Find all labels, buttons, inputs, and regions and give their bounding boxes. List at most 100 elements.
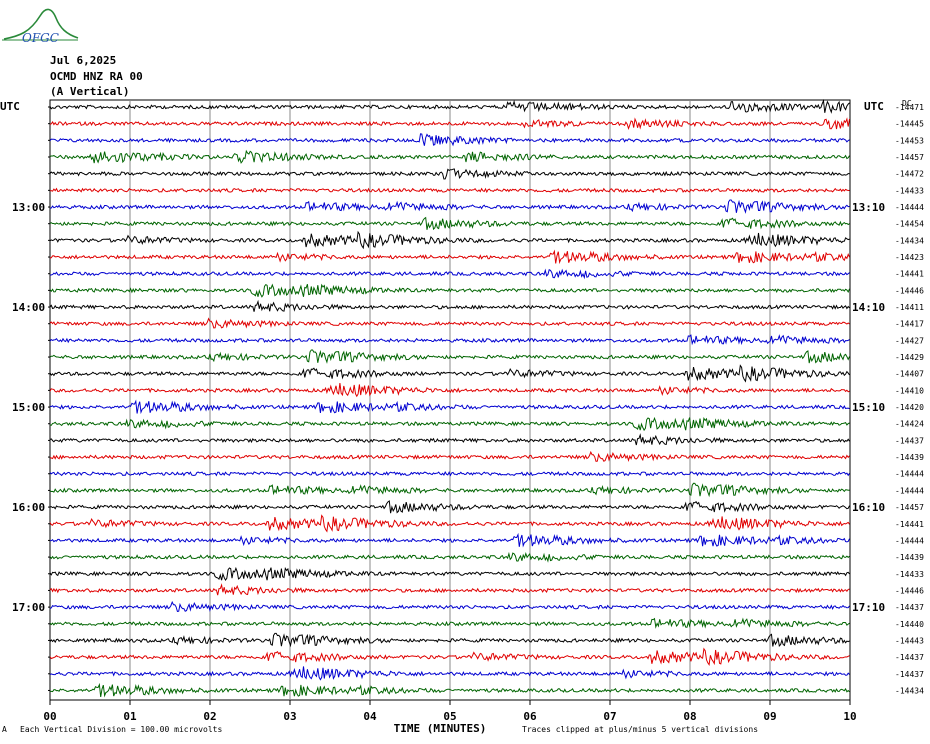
- x-tick-label: 04: [363, 710, 377, 723]
- seismic-trace: [49, 482, 850, 498]
- trace-offset-label: -14472: [895, 170, 924, 179]
- seismic-trace: [49, 98, 850, 114]
- x-tick-label: 07: [603, 710, 616, 723]
- trace-offset-label: -14439: [895, 453, 924, 462]
- trace-offset-label: -14427: [895, 336, 924, 345]
- clip-note: Traces clipped at plus/minus 5 vertical …: [522, 725, 759, 734]
- x-tick-label: 06: [523, 710, 537, 723]
- right-time-label: 13:10: [852, 201, 885, 214]
- seismic-trace: [49, 249, 850, 265]
- left-time-label: 16:00: [12, 501, 45, 514]
- footer-marker: A: [2, 725, 7, 734]
- date-label: Jul 6,2025: [50, 54, 117, 67]
- seismic-trace: [49, 383, 850, 398]
- seismic-trace: [49, 450, 850, 463]
- left-time-label: 17:00: [12, 601, 45, 614]
- trace-offset-label: -14457: [895, 153, 924, 162]
- trace-offset-label: -14424: [895, 420, 924, 429]
- trace-offset-label: -14439: [895, 553, 924, 562]
- seismic-trace: [49, 500, 850, 514]
- scale-note: Each Vertical Division = 100.00 microvol…: [20, 725, 223, 734]
- seismic-trace: [49, 268, 850, 280]
- trace-offset-label: -14444: [895, 203, 924, 212]
- x-tick-label: 10: [843, 710, 856, 723]
- seismic-trace: [49, 551, 850, 563]
- trace-offset-label: -14423: [895, 253, 924, 262]
- seismic-trace: [49, 199, 850, 214]
- trace-offset-label: -14433: [895, 186, 924, 195]
- trace-offset-label: -14437: [895, 603, 924, 612]
- seismic-trace: [49, 168, 850, 180]
- left-time-label: 15:00: [12, 401, 45, 414]
- trace-offset-label: -14457: [895, 503, 924, 512]
- logo-text: OFGC: [22, 31, 59, 45]
- trace-offset-label: -14437: [895, 436, 924, 445]
- right-time-label: 15:10: [852, 401, 885, 414]
- seismic-trace: [49, 133, 850, 147]
- trace-offset-label: -14446: [895, 286, 924, 295]
- trace-offset-label: -14441: [895, 520, 924, 529]
- right-axis-title: UTC: [864, 100, 884, 113]
- trace-offset-label: -14441: [895, 270, 924, 279]
- x-tick-label: 09: [763, 710, 776, 723]
- seismic-trace: [49, 682, 850, 698]
- seismic-trace: [49, 299, 850, 312]
- station-label: OCMD HNZ RA 00: [50, 70, 143, 83]
- left-axis-title: UTC: [0, 100, 20, 113]
- left-time-label: 14:00: [12, 301, 45, 314]
- seismic-trace: [49, 532, 850, 548]
- right-time-label: 14:10: [852, 301, 885, 314]
- trace-offset-label: -14446: [895, 586, 924, 595]
- x-tick-label: 08: [683, 710, 696, 723]
- seismic-trace: [49, 283, 850, 298]
- trace-offset-label: -14434: [895, 236, 924, 245]
- x-tick-label: 03: [283, 710, 296, 723]
- trace-offset-label: -14434: [895, 686, 924, 695]
- left-time-label: 13:00: [12, 201, 45, 214]
- seismic-trace: [49, 566, 850, 582]
- trace-offset-label: -14411: [895, 303, 924, 312]
- trace-offset-label: -14407: [895, 370, 924, 379]
- seismic-trace: [49, 470, 850, 477]
- seismic-trace: [49, 349, 850, 364]
- trace-offset-label: -14440: [895, 620, 924, 629]
- x-tick-label: 01: [123, 710, 137, 723]
- seismic-trace: [49, 617, 850, 629]
- seismic-trace: [49, 600, 850, 613]
- seismic-trace: [49, 216, 850, 231]
- seismic-trace: [49, 647, 850, 667]
- seismic-trace: [49, 364, 850, 383]
- trace-offset-label: -14444: [895, 470, 924, 479]
- trace-offset-label: -14433: [895, 570, 924, 579]
- trace-offset-label: -14437: [895, 670, 924, 679]
- seismic-trace: [49, 583, 850, 596]
- seismic-trace: [49, 334, 850, 346]
- seismic-trace: [49, 399, 850, 415]
- trace-offset-label: -14437: [895, 653, 924, 662]
- trace-offset-label: -14420: [895, 403, 924, 412]
- ofgc-logo: OFGC: [2, 8, 79, 45]
- trace-offset-label: -14410: [895, 386, 924, 395]
- logo-mountain: [3, 8, 79, 40]
- seismic-trace: [49, 666, 850, 681]
- seismic-trace: [49, 117, 850, 131]
- trace-offset-label: -14444: [895, 486, 924, 495]
- trace-offset-label: -14429: [895, 353, 924, 362]
- trace-offset-label: -14471: [895, 103, 924, 112]
- seismic-trace: [49, 632, 850, 648]
- trace-offset-label: -14444: [895, 536, 924, 545]
- trace-offset-label: -14443: [895, 636, 924, 645]
- seismic-trace: [49, 514, 850, 533]
- seismic-trace: [49, 416, 850, 432]
- seismic-trace: [49, 187, 850, 194]
- x-axis-label: TIME (MINUTES): [394, 722, 487, 735]
- x-tick-label: 02: [203, 710, 216, 723]
- seismic-trace: [49, 317, 850, 329]
- right-time-label: 16:10: [852, 501, 885, 514]
- seismic-trace: [49, 230, 850, 250]
- trace-offset-label: -14454: [895, 220, 924, 229]
- trace-offset-label: -14417: [895, 320, 924, 329]
- right-top-label: DC: [902, 99, 912, 108]
- trace-offset-label: -14445: [895, 120, 924, 129]
